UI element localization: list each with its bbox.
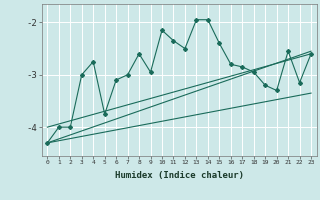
X-axis label: Humidex (Indice chaleur): Humidex (Indice chaleur) [115, 171, 244, 180]
